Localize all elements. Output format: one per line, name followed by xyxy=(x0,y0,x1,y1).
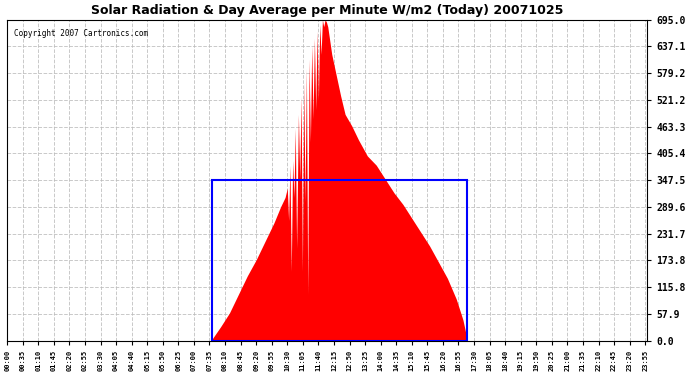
Title: Solar Radiation & Day Average per Minute W/m2 (Today) 20071025: Solar Radiation & Day Average per Minute… xyxy=(91,4,564,17)
Bar xyxy=(212,180,467,340)
Text: Copyright 2007 Cartronics.com: Copyright 2007 Cartronics.com xyxy=(14,29,148,38)
